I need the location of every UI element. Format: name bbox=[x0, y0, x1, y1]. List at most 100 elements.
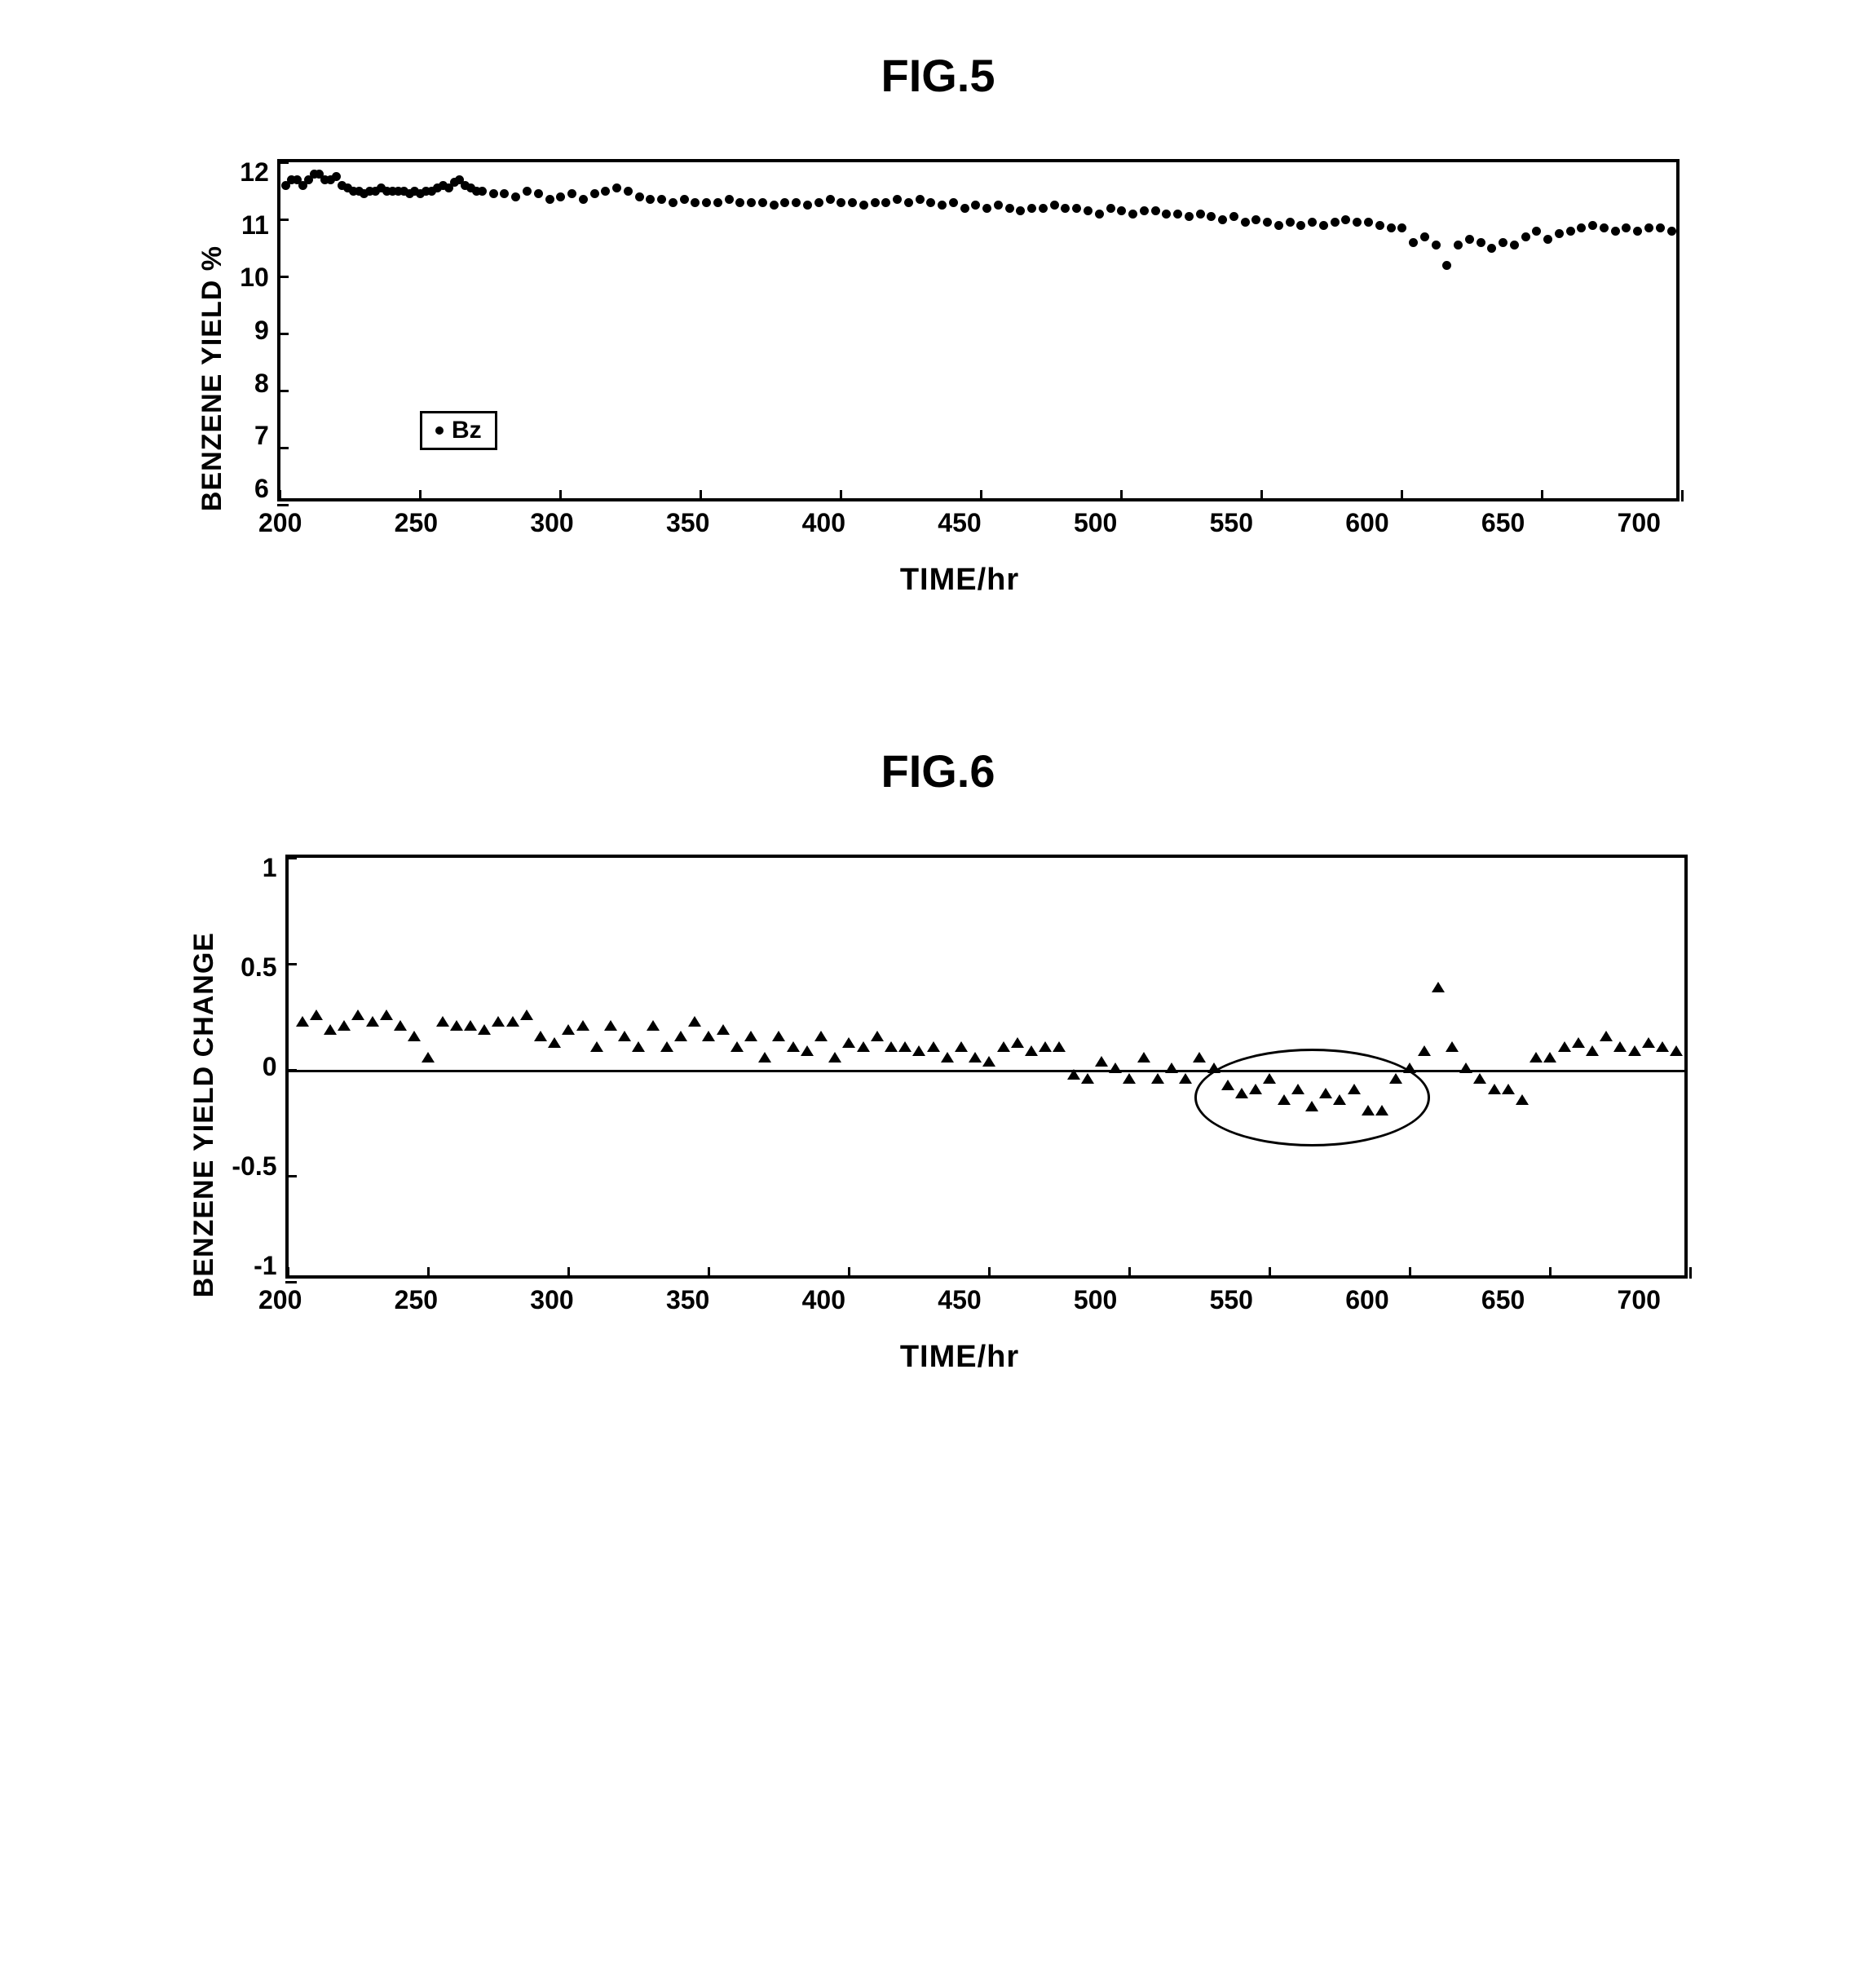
data-point bbox=[792, 198, 801, 207]
data-point bbox=[904, 198, 913, 207]
ytick-mark bbox=[285, 857, 297, 859]
data-point bbox=[814, 1031, 828, 1041]
data-point bbox=[1543, 1052, 1556, 1062]
data-point bbox=[1193, 1052, 1206, 1062]
data-point bbox=[857, 1041, 870, 1052]
ytick-label: 6 bbox=[254, 475, 269, 501]
data-point bbox=[747, 198, 756, 207]
data-point bbox=[478, 187, 487, 196]
xtick-label: 400 bbox=[802, 508, 845, 538]
data-point bbox=[1123, 1073, 1136, 1084]
ytick-mark bbox=[277, 504, 289, 506]
data-point bbox=[324, 1024, 337, 1035]
ytick-label: 11 bbox=[241, 212, 269, 238]
figure-6: FIG.6 BENZENE YIELD CHANGE 10.50-0.5-1 2… bbox=[98, 744, 1778, 1375]
xtick-label: 350 bbox=[666, 508, 709, 538]
data-point bbox=[1543, 235, 1552, 244]
data-point bbox=[859, 201, 868, 210]
data-point bbox=[735, 198, 744, 207]
ytick-mark bbox=[285, 1175, 297, 1177]
data-point bbox=[1600, 1031, 1613, 1041]
data-point bbox=[1364, 218, 1373, 227]
fig5-ylabel: BENZENE YIELD % bbox=[196, 245, 228, 511]
legend-marker-icon bbox=[435, 426, 444, 435]
fig6-xticks: 200250300350400450500550600650700 bbox=[258, 1285, 1661, 1315]
data-point bbox=[1308, 218, 1317, 227]
data-point bbox=[731, 1041, 744, 1052]
data-point bbox=[1027, 204, 1036, 213]
xtick-mark bbox=[419, 490, 422, 501]
data-point bbox=[464, 1020, 477, 1031]
data-point bbox=[1477, 238, 1485, 247]
data-point bbox=[744, 1031, 757, 1041]
data-point bbox=[1084, 206, 1092, 215]
data-point bbox=[1487, 244, 1496, 253]
xtick-mark bbox=[567, 1267, 570, 1279]
data-point bbox=[1555, 229, 1564, 238]
xtick-label: 250 bbox=[395, 508, 438, 538]
data-point bbox=[1432, 982, 1445, 992]
data-point bbox=[601, 187, 610, 196]
ytick-mark bbox=[277, 161, 289, 164]
data-point bbox=[1274, 221, 1283, 230]
xtick-label: 600 bbox=[1345, 1285, 1388, 1315]
ytick-mark bbox=[285, 963, 297, 965]
data-point bbox=[1465, 235, 1474, 244]
data-point bbox=[725, 195, 734, 204]
xtick-label: 200 bbox=[258, 508, 302, 538]
annotation-ellipse bbox=[1194, 1049, 1430, 1146]
data-point bbox=[971, 201, 980, 210]
ytick-mark bbox=[277, 447, 289, 449]
ytick-mark bbox=[277, 333, 289, 335]
data-point bbox=[1588, 221, 1597, 230]
data-point bbox=[1656, 223, 1665, 232]
data-point bbox=[624, 187, 633, 196]
xtick-mark bbox=[1120, 490, 1123, 501]
fig5-title: FIG.5 bbox=[98, 49, 1778, 102]
data-point bbox=[1642, 1037, 1655, 1048]
data-point bbox=[1095, 210, 1104, 219]
data-point bbox=[1067, 1069, 1080, 1080]
xtick-label: 600 bbox=[1345, 508, 1388, 538]
data-point bbox=[590, 189, 599, 198]
figure-5: FIG.5 BENZENE YIELD % 1211109876 Bz 2002… bbox=[98, 49, 1778, 598]
data-point bbox=[1050, 201, 1059, 210]
data-point bbox=[310, 1009, 323, 1020]
data-point bbox=[1011, 1037, 1024, 1048]
data-point bbox=[949, 198, 958, 207]
data-point bbox=[646, 195, 655, 204]
ytick-label: 0 bbox=[263, 1054, 277, 1080]
data-point bbox=[1600, 223, 1609, 232]
data-point bbox=[955, 1041, 968, 1052]
data-point bbox=[1577, 223, 1586, 232]
ytick-mark bbox=[277, 276, 289, 278]
data-point bbox=[893, 195, 902, 204]
xtick-label: 650 bbox=[1481, 508, 1525, 538]
data-point bbox=[1229, 212, 1238, 221]
data-point bbox=[1532, 227, 1541, 236]
ytick-mark bbox=[277, 219, 289, 221]
data-point bbox=[338, 1020, 351, 1031]
data-point bbox=[1446, 1041, 1459, 1052]
data-point bbox=[1611, 227, 1620, 236]
data-point bbox=[1117, 206, 1126, 215]
xtick-mark bbox=[1541, 490, 1543, 501]
xtick-mark bbox=[279, 490, 281, 501]
xtick-mark bbox=[708, 1267, 710, 1279]
data-point bbox=[1341, 215, 1350, 224]
data-point bbox=[770, 201, 779, 210]
data-point bbox=[1418, 1045, 1431, 1056]
data-point bbox=[1218, 215, 1227, 224]
data-point bbox=[1286, 218, 1295, 227]
data-point bbox=[1025, 1045, 1038, 1056]
xtick-mark bbox=[840, 490, 842, 501]
data-point bbox=[657, 195, 666, 204]
legend-label: Bz bbox=[452, 417, 482, 444]
ytick-label: 9 bbox=[254, 317, 269, 343]
data-point bbox=[489, 189, 498, 198]
data-point bbox=[506, 1016, 519, 1027]
data-point bbox=[296, 1016, 309, 1027]
data-point bbox=[1296, 221, 1305, 230]
data-point bbox=[994, 201, 1003, 210]
data-point bbox=[1502, 1084, 1515, 1094]
